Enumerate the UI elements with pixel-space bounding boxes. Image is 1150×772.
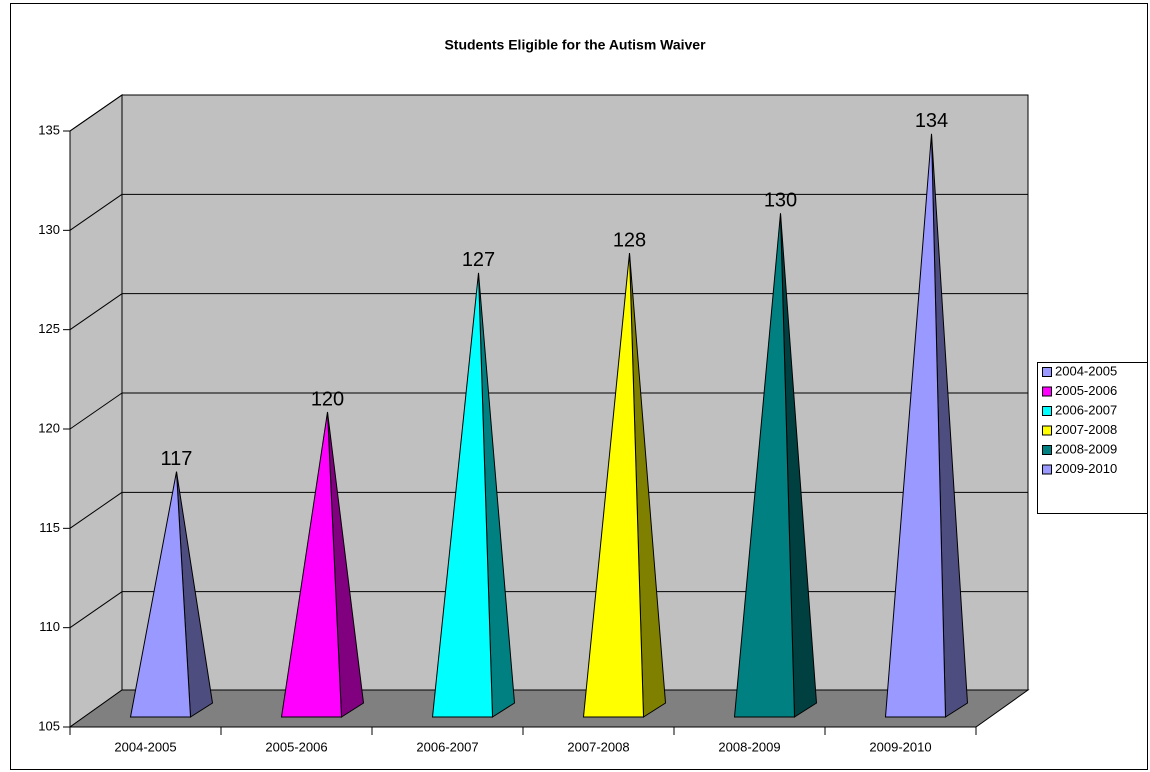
y-tick-label: 120: [38, 420, 60, 435]
legend-label: 2004-2005: [1055, 363, 1117, 378]
y-tick-label: 130: [38, 222, 60, 237]
x-tick-label: 2008-2009: [718, 739, 780, 754]
legend-label: 2005-2006: [1055, 383, 1117, 398]
x-tick-label: 2007-2008: [567, 739, 629, 754]
grid-line: [69, 193, 123, 231]
grid-line: [69, 94, 123, 132]
legend-label: 2008-2009: [1055, 441, 1117, 456]
grid-line: [69, 491, 123, 529]
floor: [68, 689, 1030, 728]
x-tick-label: 2009-2010: [869, 739, 931, 754]
data-label: 130: [764, 190, 797, 212]
pyramid-front: [582, 253, 645, 718]
legend-swatch: [1042, 367, 1052, 377]
data-label: 117: [161, 448, 193, 470]
legend-swatch: [1042, 445, 1052, 455]
grid-line: [69, 591, 123, 629]
legend: [1037, 362, 1148, 514]
data-label: 128: [613, 229, 646, 251]
pyramid-front: [884, 133, 947, 718]
y-tick-label: 110: [39, 619, 60, 634]
y-tick-label: 105: [38, 718, 60, 733]
data-label: 127: [462, 249, 495, 271]
data-label: 120: [311, 388, 344, 410]
y-tick-label: 125: [38, 321, 60, 336]
data-label: 134: [915, 110, 948, 132]
x-tick-label: 2004-2005: [114, 739, 176, 754]
y-tick-label: 115: [39, 520, 60, 535]
legend-swatch: [1042, 406, 1052, 416]
legend-swatch: [1042, 425, 1052, 436]
grid-line: [69, 293, 123, 331]
legend-label: 2007-2008: [1055, 422, 1117, 437]
y-tick-label: 135: [38, 122, 60, 137]
legend-label: 2006-2007: [1055, 402, 1117, 417]
legend-swatch: [1042, 464, 1052, 475]
pyramid-front: [431, 272, 494, 718]
legend-swatch: [1042, 386, 1052, 397]
grid-line: [69, 392, 123, 430]
legend-label: 2009-2010: [1055, 461, 1117, 476]
pyramid-front: [129, 471, 192, 718]
x-tick-label: 2006-2007: [416, 739, 478, 754]
pyramid-front: [733, 213, 796, 718]
pyramid-front: [280, 411, 343, 718]
x-tick-label: 2005-2006: [265, 739, 327, 754]
chart-title: Students Eligible for the Autism Waiver: [444, 37, 706, 53]
